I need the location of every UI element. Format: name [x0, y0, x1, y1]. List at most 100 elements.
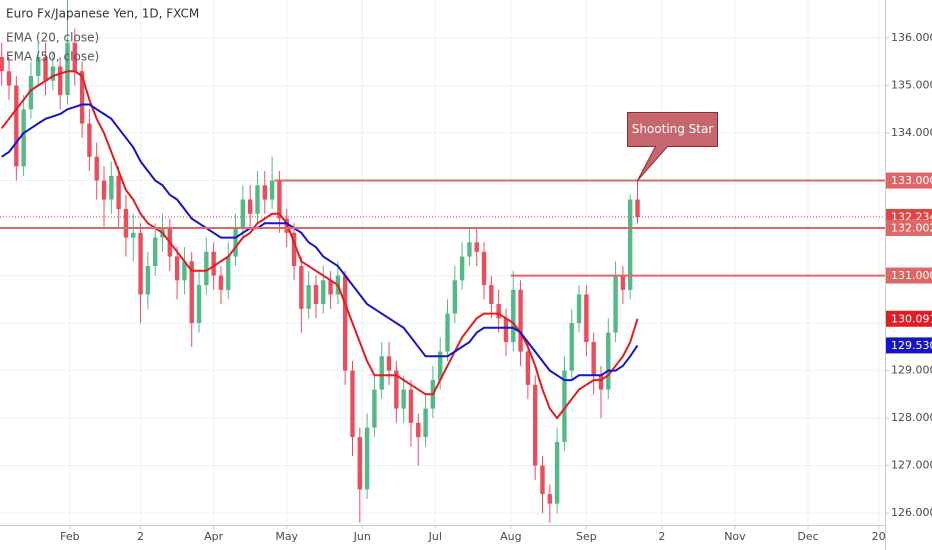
y-tick-label: 136.000 — [891, 31, 932, 44]
x-tick-label: Aug — [500, 530, 521, 543]
callout — [627, 112, 719, 182]
candle-body — [72, 42, 77, 72]
candle-body — [496, 304, 501, 319]
x-tick-label: 2 — [137, 530, 144, 543]
candle-body — [598, 375, 604, 390]
candle-body — [511, 289, 516, 343]
candle-body — [299, 266, 304, 309]
candle-body — [613, 275, 618, 333]
price-line-label: 132.002 — [891, 221, 932, 234]
candle-body — [233, 228, 238, 257]
candle-body — [423, 408, 428, 438]
candle-body — [196, 285, 202, 324]
candle-body — [269, 180, 275, 200]
candle-body — [532, 384, 538, 466]
candle-body — [189, 261, 194, 324]
candle-body — [408, 389, 414, 423]
candle-body — [57, 66, 63, 96]
candle-body — [6, 71, 12, 86]
legend-entry: EMA (20, close) — [6, 31, 99, 45]
candle-body — [218, 275, 224, 290]
candle-body — [606, 332, 611, 390]
candle-body — [131, 232, 136, 238]
candle-body — [503, 318, 509, 343]
candle-body — [328, 280, 333, 295]
candle-body — [350, 370, 355, 438]
candle-body — [379, 356, 384, 390]
candle-body — [79, 71, 85, 124]
candle-body — [50, 66, 56, 81]
candle-body — [620, 275, 626, 290]
ema-line — [0, 70, 639, 420]
candle-body — [518, 289, 523, 352]
axes: 126.000127.000128.000129.000130.000131.0… — [60, 31, 932, 543]
candle-body — [277, 180, 282, 219]
x-tick-label: Feb — [60, 530, 79, 543]
candle-body — [357, 437, 362, 490]
candle-body — [576, 294, 582, 324]
candle-body — [0, 57, 4, 72]
candle-body — [21, 109, 26, 167]
candle-body — [569, 323, 574, 371]
chart-title: Euro Fx/Japanese Yen, 1D, FXCM — [6, 7, 199, 21]
y-tick-label: 127.000 — [891, 459, 932, 472]
candle-body — [591, 342, 596, 376]
candle-body — [489, 285, 494, 305]
ema-line — [1, 103, 639, 382]
y-tick-label: 126.000 — [891, 506, 932, 519]
candle-body — [321, 280, 326, 305]
candle-body — [94, 156, 99, 181]
candle-body — [36, 57, 41, 77]
candle-body — [416, 422, 421, 438]
candle-body — [474, 242, 479, 252]
candle-body — [342, 275, 348, 371]
candle-body — [211, 251, 216, 276]
candle-body — [43, 57, 48, 81]
x-tick-label: 20 — [872, 530, 886, 543]
price-line-label: 133.000 — [891, 174, 932, 187]
candle-body — [445, 313, 450, 352]
y-tick-label: 129.000 — [891, 364, 932, 377]
legend-entry: EMA (50, close) — [6, 50, 99, 64]
candle-body — [584, 294, 589, 343]
grid — [0, 0, 885, 525]
candle-body — [481, 251, 487, 286]
candle-body — [540, 465, 545, 495]
x-tick-label: Dec — [797, 530, 818, 543]
x-tick-label: Nov — [724, 530, 746, 543]
candle-body — [226, 256, 231, 290]
candle-body — [138, 232, 143, 295]
candle-body — [28, 76, 34, 110]
ema-last-label: 129.530 — [891, 339, 932, 352]
candle-body — [313, 285, 319, 305]
candle-body — [562, 370, 567, 442]
candle-body — [262, 185, 267, 200]
ema-last-label: 130.091 — [891, 312, 932, 325]
x-tick-label: May — [275, 530, 298, 543]
candle-body — [247, 199, 253, 214]
candle-body — [145, 266, 151, 295]
plot-area: Shooting Star — [0, 0, 885, 523]
candle-body — [554, 441, 560, 504]
candle-body — [174, 256, 180, 281]
price-line-label: 131.000 — [891, 269, 932, 282]
candle-body — [372, 389, 377, 428]
candle-body — [255, 185, 260, 214]
candle-body — [459, 256, 465, 281]
candle-body — [364, 427, 370, 490]
candle-body — [123, 209, 129, 238]
y-tick-label: 134.000 — [891, 126, 932, 139]
candle-body — [306, 285, 311, 309]
price-line-label-bg — [886, 172, 932, 189]
price-line-label-bg — [886, 219, 932, 236]
candle-body — [109, 175, 114, 200]
x-tick-label: 2 — [658, 530, 665, 543]
annotation-text: Shooting Star — [632, 122, 714, 136]
candle-body — [547, 494, 552, 504]
candle-body — [182, 261, 187, 281]
candle-body — [401, 389, 406, 409]
x-tick-label: Apr — [204, 530, 224, 543]
candle-body — [394, 370, 399, 409]
candle-body — [116, 175, 121, 210]
